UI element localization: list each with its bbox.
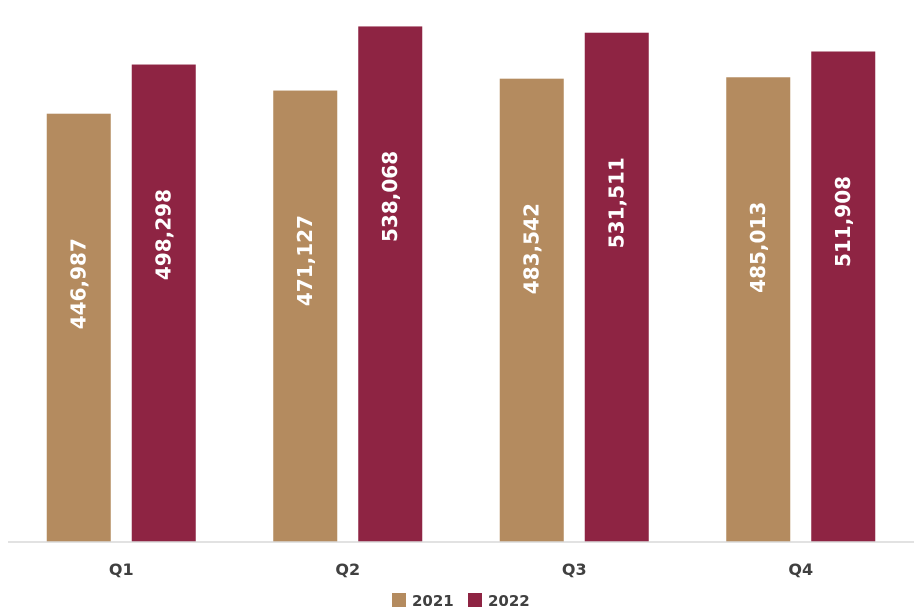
data-label-q1-2021: 446,987 [67, 238, 91, 329]
category-label-q3: Q3 [562, 560, 587, 579]
bar-q2-2022 [358, 26, 423, 542]
data-label-q4-2022: 511,908 [831, 176, 855, 267]
data-label-q1-2022: 498,298 [152, 189, 176, 280]
data-label-q2-2022: 538,068 [378, 151, 402, 242]
bar-q3-2021 [499, 78, 564, 543]
data-label-q3-2022: 531,511 [605, 157, 629, 248]
bar-q4-2022 [811, 51, 876, 543]
data-label-q4-2021: 485,013 [746, 202, 770, 293]
legend-label-2021: 2021 [412, 592, 454, 610]
bar-q4-2021 [726, 77, 791, 543]
legend: 2021 2022 [392, 592, 530, 610]
bar-q2-2021 [273, 90, 338, 542]
bars-layer: 446,987 498,298 471,127 538,068 483,542 531,5… [46, 26, 876, 543]
data-label-q3-2021: 483,542 [520, 203, 544, 294]
data-label-q2-2021: 471,127 [293, 215, 317, 306]
category-label-q2: Q2 [335, 560, 360, 579]
legend-swatch-2022 [468, 593, 482, 607]
category-label-q1: Q1 [109, 560, 134, 579]
bar-q1-2022 [131, 64, 196, 542]
legend-swatch-2021 [392, 593, 406, 607]
category-labels: Q1 Q2 Q3 Q4 [109, 560, 813, 579]
bar-q3-2022 [584, 32, 649, 543]
category-label-q4: Q4 [788, 560, 813, 579]
bar-q1-2021 [46, 113, 111, 542]
legend-label-2022: 2022 [488, 592, 530, 610]
